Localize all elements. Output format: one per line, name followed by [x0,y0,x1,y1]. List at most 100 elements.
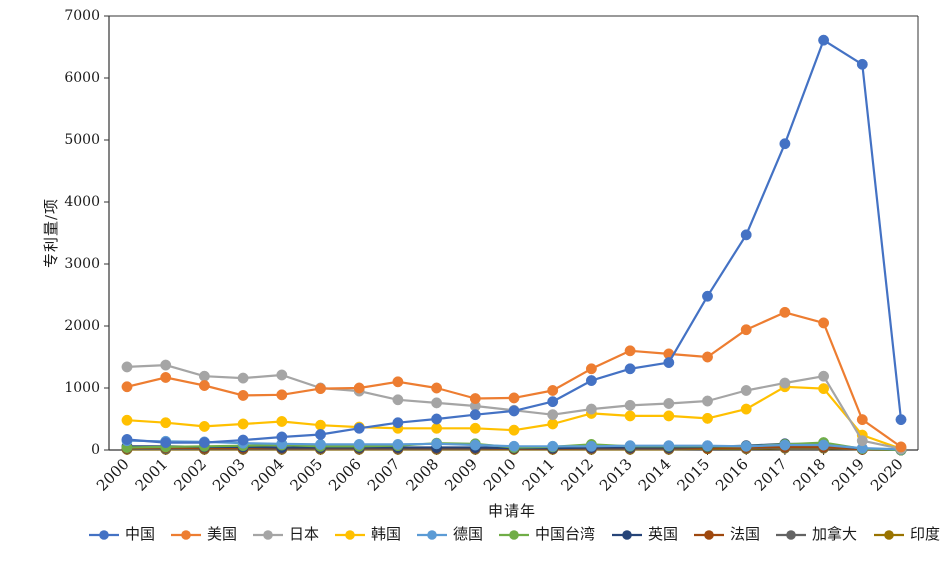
data-point [160,437,172,449]
legend-swatch-marker [263,530,273,540]
data-point [624,399,636,411]
data-point [431,438,443,450]
data-point [740,229,752,241]
x-tick-label: 2016 [712,455,752,495]
x-tick-label: 2018 [790,455,830,495]
data-point [431,382,443,394]
data-point [237,434,249,446]
data-point [198,420,210,432]
legend-label: 英国 [648,525,678,543]
data-point [431,397,443,409]
x-tick-label: 2014 [635,455,675,495]
data-point [585,440,597,452]
plot-area-background [109,16,918,450]
data-point [740,385,752,396]
legend: 中国 美国 日本 韩国 德国 中国台湾 英国 法国 加拿大 印度 [89,525,940,543]
legend-label: 法国 [730,525,760,543]
data-point [547,385,559,396]
x-tick-label: 2009 [441,455,481,495]
x-tick-label: 2003 [209,455,249,495]
x-tick-labels: 2000200120022003200420052006200720082009… [93,455,907,495]
legend-swatch-marker [704,530,714,540]
legend-item: 印度 [874,525,940,543]
x-tick-label: 2000 [93,455,133,495]
legend-label: 中国台湾 [535,525,595,543]
legend-item: 法国 [694,525,760,543]
y-tick-label: 6000 [64,70,100,86]
x-tick-label: 2019 [828,455,868,495]
data-point [121,361,133,373]
data-point [624,410,636,422]
data-point [121,381,133,393]
data-point [856,435,868,447]
data-point [624,363,636,375]
data-point [353,422,365,434]
data-point [469,393,481,404]
data-point [276,369,288,381]
legend-label: 加拿大 [812,525,857,543]
x-tick-label: 2017 [751,455,791,495]
data-point [469,439,481,451]
data-point [392,394,404,406]
legend-item: 加拿大 [776,525,857,543]
x-axis-title: 申请年 [488,502,536,520]
y-tick-label: 0 [91,442,100,458]
x-tick-label: 2005 [286,455,326,495]
legend-swatch-marker [345,530,355,540]
legend-swatch-marker [884,530,894,540]
x-tick-label: 2001 [132,455,172,495]
data-point [702,351,713,363]
data-point [353,438,365,450]
data-point [779,138,791,150]
y-tick-label: 2000 [64,318,100,334]
data-point [508,405,520,417]
legend-item: 韩国 [335,525,401,543]
data-point [585,363,597,375]
data-point [392,417,404,429]
legend-label: 美国 [207,525,237,543]
data-point [663,398,675,409]
data-point [818,370,830,382]
legend-item: 德国 [417,525,483,543]
data-point [585,375,597,387]
y-tick-label: 7000 [64,8,100,24]
data-point [237,418,249,430]
legend-swatch-marker [622,530,632,540]
data-point [895,441,907,453]
legend-swatch-marker [99,530,109,540]
data-point [663,440,675,452]
legend-swatch-marker [509,530,519,540]
data-point [779,439,791,451]
data-point [547,396,559,408]
data-point [508,440,520,452]
data-point [547,440,559,452]
legend-label: 韩国 [371,525,401,543]
legend-item: 英国 [612,525,678,543]
data-point [315,438,326,450]
data-point [856,58,868,70]
data-point [160,372,172,383]
y-axis-title: 专利量/项 [42,198,60,268]
data-point [547,409,559,421]
y-tick-label: 4000 [64,194,100,210]
legend-swatch-marker [181,530,191,540]
data-point [818,317,830,329]
data-point [431,422,443,434]
data-point [624,345,636,357]
data-point [818,34,830,46]
legend-label: 中国 [125,525,155,543]
x-tick-label: 2020 [867,455,907,495]
x-tick-label: 2012 [557,455,597,495]
data-point [547,418,559,430]
data-point [237,372,249,384]
legend-swatch-marker [427,530,437,540]
data-point [702,440,713,452]
x-tick-label: 2004 [248,455,288,495]
data-point [895,414,907,426]
data-point [740,324,752,336]
data-point [276,416,288,427]
data-point [392,376,404,388]
data-point [237,389,249,401]
data-point [740,440,752,452]
